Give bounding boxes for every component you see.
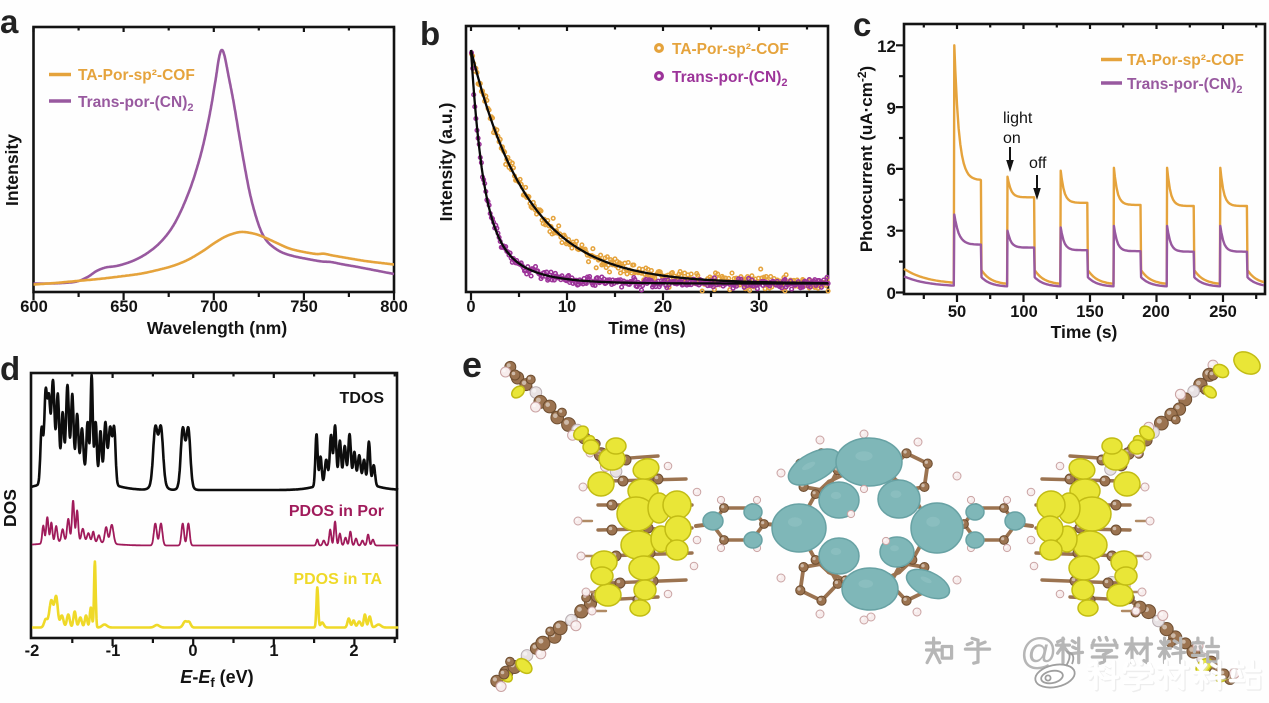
svg-text:e: e (462, 344, 482, 385)
svg-text:off: off (1029, 155, 1047, 172)
svg-text:0: 0 (887, 284, 896, 303)
svg-text:0: 0 (466, 298, 475, 316)
svg-text:on: on (1003, 130, 1021, 147)
svg-text:TA-Por-sp²-COF: TA-Por-sp²-COF (1127, 52, 1244, 69)
svg-text:200: 200 (1142, 303, 1170, 321)
svg-text:E-Ef (eV): E-Ef (eV) (180, 667, 253, 690)
svg-text:250: 250 (1209, 303, 1237, 321)
svg-text:PDOS in Por: PDOS in Por (289, 503, 384, 520)
svg-text:TDOS: TDOS (340, 390, 385, 407)
svg-text:650: 650 (110, 298, 138, 316)
svg-text:30: 30 (750, 298, 768, 316)
svg-text:2: 2 (349, 642, 358, 660)
svg-text:Intensity: Intensity (2, 134, 22, 206)
svg-text:c: c (853, 6, 871, 43)
svg-text:6: 6 (887, 160, 896, 179)
svg-text:Photocurrent (uA·cm-2): Photocurrent (uA·cm-2) (855, 66, 876, 252)
svg-text:Trans-por-(CN)2: Trans-por-(CN)2 (672, 69, 787, 89)
svg-text:DOS: DOS (0, 489, 20, 527)
svg-text:10: 10 (558, 298, 576, 316)
svg-text:-1: -1 (106, 642, 121, 660)
svg-text:b: b (420, 15, 440, 52)
svg-text:light: light (1003, 110, 1033, 127)
svg-text:Trans-por-(CN)2: Trans-por-(CN)2 (1127, 76, 1242, 96)
svg-text:12: 12 (877, 37, 896, 56)
svg-text:600: 600 (20, 298, 48, 316)
svg-text:TA-Por-sp²-COF: TA-Por-sp²-COF (672, 41, 789, 58)
svg-text:d: d (0, 350, 20, 387)
svg-text:-2: -2 (25, 642, 40, 660)
svg-text:800: 800 (380, 298, 408, 316)
svg-text:150: 150 (1076, 303, 1104, 321)
svg-text:1: 1 (269, 642, 278, 660)
svg-text:50: 50 (948, 303, 966, 321)
svg-text:a: a (0, 3, 19, 40)
svg-text:750: 750 (290, 298, 318, 316)
svg-text:700: 700 (200, 298, 228, 316)
svg-text:TA-Por-sp²-COF: TA-Por-sp²-COF (78, 67, 195, 84)
svg-text:Intensity (a.u.): Intensity (a.u.) (436, 103, 456, 222)
svg-text:100: 100 (1010, 303, 1038, 321)
svg-text:20: 20 (654, 298, 672, 316)
svg-text:Wavelength (nm): Wavelength (nm) (147, 318, 287, 338)
svg-text:3: 3 (887, 222, 896, 241)
svg-text:9: 9 (887, 99, 896, 118)
svg-text:Time (ns): Time (ns) (608, 318, 685, 338)
svg-text:PDOS in TA: PDOS in TA (293, 571, 382, 588)
svg-text:Trans-por-(CN)2: Trans-por-(CN)2 (78, 94, 193, 114)
svg-text:Time (s): Time (s) (1051, 322, 1118, 342)
svg-text:0: 0 (188, 642, 197, 660)
